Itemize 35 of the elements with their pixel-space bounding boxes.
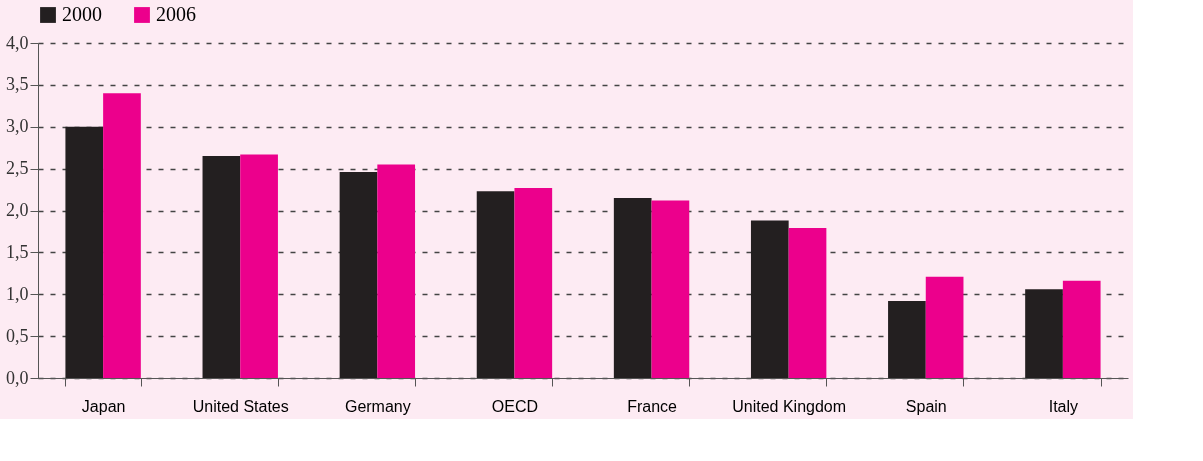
bar (888, 300, 926, 378)
bar (1062, 280, 1101, 378)
y-tick-label: 4,0 (6, 32, 29, 53)
y-tick-label: 0,5 (6, 325, 29, 346)
y-tick-label: 1,0 (6, 283, 29, 304)
bar (613, 197, 652, 378)
x-tick-label: France (627, 397, 678, 415)
x-tick-label: Germany (344, 397, 411, 415)
bar (65, 126, 104, 378)
bar (339, 171, 378, 378)
y-tick-label: 3,5 (6, 74, 29, 95)
legend-label: 2000 (62, 3, 102, 25)
bar (103, 93, 141, 378)
x-tick-label: United Kingdom (732, 397, 847, 415)
bar (202, 156, 241, 378)
y-tick-label: 2,5 (6, 158, 29, 179)
y-tick-label: 0,0 (6, 367, 29, 388)
bar (651, 200, 690, 378)
bar (750, 220, 789, 378)
y-tick-label: 1,5 (6, 241, 29, 262)
bar (925, 276, 964, 378)
x-tick-label: Spain (905, 397, 947, 415)
x-tick-label: OECD (491, 397, 539, 415)
bar (377, 164, 416, 378)
bar (476, 191, 515, 378)
x-tick-label: Japan (81, 397, 126, 415)
x-tick-label: Italy (1048, 397, 1079, 415)
bar (514, 187, 553, 378)
x-tick-label: United States (192, 397, 289, 415)
bar (1025, 289, 1063, 378)
bar (788, 228, 827, 378)
legend-label: 2006 (156, 3, 196, 25)
y-tick-label: 3,0 (6, 116, 29, 137)
bar (240, 154, 278, 378)
y-tick-label: 2,0 (6, 200, 29, 220)
